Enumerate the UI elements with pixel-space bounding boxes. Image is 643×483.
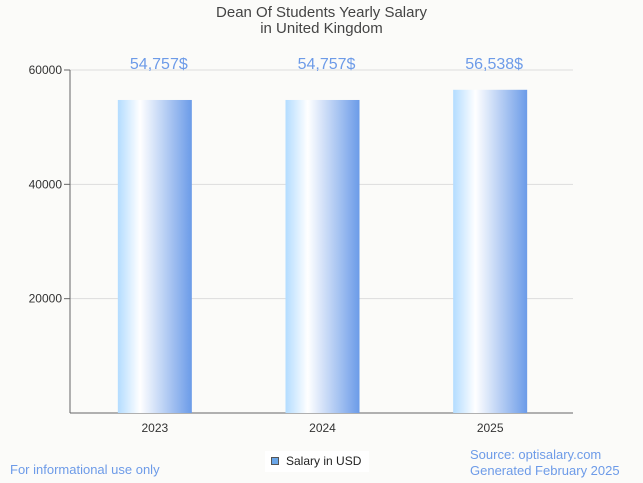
y-tick-label: 40000 (29, 177, 63, 191)
legend[interactable]: Salary in USD (265, 451, 370, 472)
source-info: Source: optisalary.com Generated Februar… (470, 447, 620, 479)
generated-date: Generated February 2025 (470, 463, 620, 478)
data-label: 54,757$ (130, 56, 188, 73)
y-tick-label: 20000 (29, 292, 63, 306)
legend-label: Salary in USD (286, 454, 362, 468)
bar-2024 (285, 99, 360, 414)
x-tick-label: 2023 (141, 421, 168, 435)
data-label: 56,538$ (465, 56, 523, 73)
source-link[interactable]: Source: optisalary.com (470, 447, 602, 462)
chart-title-line: Dean Of Students Yearly Salary (216, 4, 427, 21)
chart-subtitle: in United Kingdom (260, 20, 383, 37)
bar-2025 (453, 89, 528, 413)
legend-swatch (271, 457, 279, 465)
disclaimer: For informational use only (10, 462, 160, 477)
data-label: 54,757$ (298, 56, 356, 73)
chart-title: Dean Of Students Yearly Salary in United… (0, 5, 643, 37)
y-tick-label: 60000 (29, 63, 63, 77)
x-tick-label: 2025 (477, 421, 504, 435)
x-tick-label: 2024 (309, 421, 336, 435)
bar-2023 (117, 99, 192, 414)
